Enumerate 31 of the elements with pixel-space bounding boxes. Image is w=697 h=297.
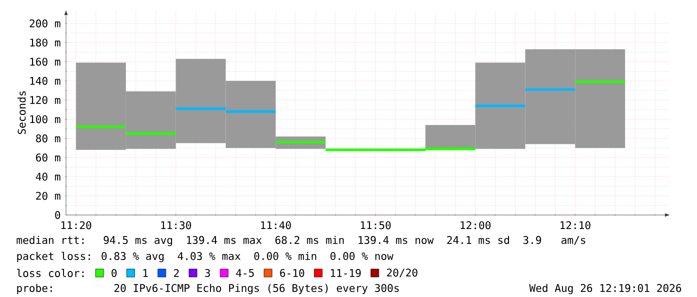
text: Wed Aug 26 12:19:01 2026 [529,284,682,294]
y-tick-label: 140 m [30,76,60,85]
x-tick-label: 11:50 [360,221,391,230]
y-tick-label: 120 m [30,96,60,104]
y-tick-label: 160 m [30,58,60,66]
legend-label: 11-19 [330,269,361,277]
y-tick-label: 80 m [36,134,60,142]
text: median rtt: 94.5 ms avg 139.4 ms max 68.2 ms min 139.4 ms now 24.1 ms sd 3.9 am/s [16,236,586,246]
legend-label: 2 [174,269,179,277]
y-tick-label: 20 m [36,192,60,200]
y-tick-label: 0 [55,211,60,219]
y-tick-label: 40 m [36,172,60,181]
legend-label: 3 [205,269,210,277]
y-tick-label: 60 m [36,154,60,162]
x-tick-label: 12:10 [560,221,590,230]
x-tick-label: 11:20 [61,221,92,230]
text: probe: 20 IPv6-ICMP Echo Pings (56 Bytes) every 300s [17,284,399,294]
y-tick-label: 180 m [30,38,60,47]
legend-label: 20/20 [387,268,418,278]
legend-label: 4-5 [236,269,254,277]
y-axis-title: Seconds [18,91,26,134]
x-tick-label: 12:00 [460,221,491,230]
text: packet loss: 0.83 % avg 4.03 % max 0.00 % min 0.00 % now [17,252,394,262]
y-tick-label: 100 m [30,115,60,124]
legend-title: loss color: [17,268,84,278]
legend-label: 1 [143,269,148,277]
x-tick-label: 11:30 [161,221,192,230]
legend-label: 0 [112,269,117,277]
legend-label: 6-10 [280,269,304,277]
y-tick-label: 200 m [30,19,60,28]
x-tick-label: 11:40 [261,221,291,230]
